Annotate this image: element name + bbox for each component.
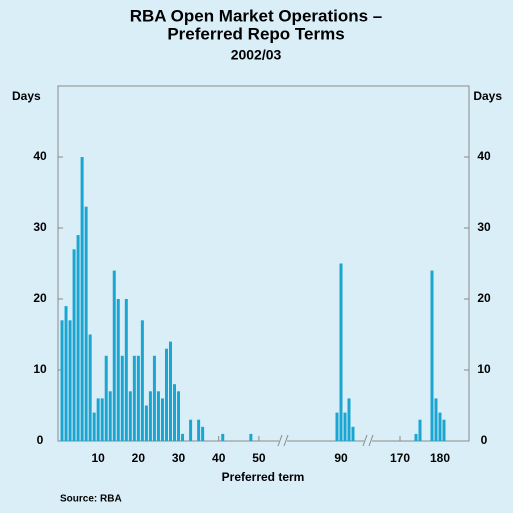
bar [347,398,351,441]
chart-subtitle: 2002/03 [231,47,282,63]
bar [418,419,422,441]
bar [132,355,136,441]
bar [249,433,253,441]
x-tick-label: 180 [430,451,450,465]
bar [442,419,446,441]
y2-tick-label: 10 [477,362,491,376]
bar [108,391,112,441]
axis-break [279,434,287,446]
bar [116,299,120,441]
plot-frame [57,85,470,442]
bar [164,348,168,441]
bar [100,398,104,441]
y-tick-label: 40 [33,149,47,163]
bar [177,391,181,441]
bar [221,433,225,441]
bar [201,426,205,441]
x-tick-label: 30 [172,451,186,465]
chart-title: Preferred Repo Terms [167,24,344,43]
bar [438,412,442,441]
bar [140,320,144,441]
bar [128,391,132,441]
bar [104,355,108,441]
y2-tick-label: 0 [481,433,488,447]
y2-tick-label: 40 [477,149,491,163]
y-tick-label: 0 [37,433,44,447]
y2-tick-label: 30 [477,220,491,234]
bar [430,270,434,441]
y-tick-label: 20 [33,291,47,305]
axis-break-mark [277,434,283,447]
bar [173,384,177,441]
bar [88,334,92,441]
bar [169,341,172,441]
bar [160,398,164,441]
bar [80,157,84,441]
bar [96,398,100,441]
bar [64,306,68,441]
bar [434,398,438,441]
bar [124,299,128,441]
x-tick-label: 170 [390,451,410,465]
bar [144,405,148,441]
bar [60,320,64,441]
x-tick-label: 50 [252,451,266,465]
x-tick-label: 90 [334,451,348,465]
bar [152,355,156,441]
bar [335,412,339,441]
y-tick-label: 30 [33,220,47,234]
y2-tick-label: 20 [477,291,491,305]
axis-break-mark [283,434,289,447]
bar [343,412,347,441]
bar [197,419,201,441]
axis-break-mark [368,434,374,447]
bar [156,391,160,441]
x-axis-label: Preferred term [222,470,305,484]
bar [148,391,152,441]
bar [136,355,140,441]
bar [84,206,88,441]
bar [339,263,343,441]
axis-break-mark [362,434,368,447]
bar [68,320,72,441]
y-axis-label: Days [12,89,41,103]
y2-axis-label: Days [473,89,502,103]
bar [351,426,355,441]
bar [120,355,124,441]
bar [112,270,116,441]
x-tick-label: 20 [132,451,146,465]
chart-title: RBA Open Market Operations – [130,6,383,25]
x-tick-label: 40 [212,451,226,465]
bar [189,419,193,441]
source: Source: RBA [60,494,122,505]
bar [92,412,96,441]
y-tick-label: 10 [33,362,47,376]
bar [72,249,76,441]
bar [76,235,80,441]
bar [414,433,418,441]
bar [181,433,185,441]
axis-break [364,434,372,446]
x-tick-label: 10 [91,451,105,465]
